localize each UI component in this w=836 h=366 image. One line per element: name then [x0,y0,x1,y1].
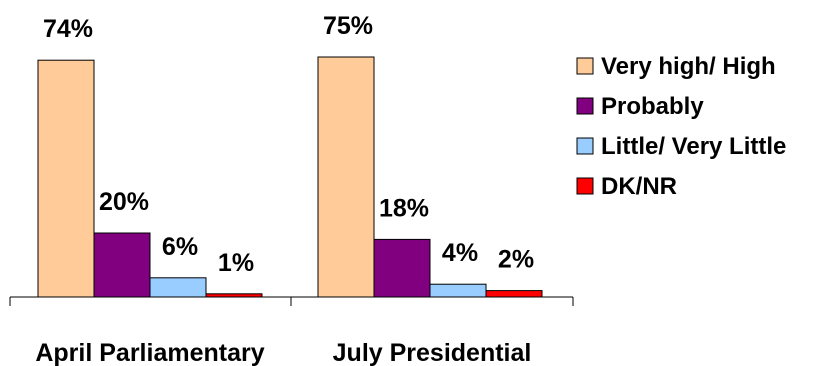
data-label-very-high-high-0: 74% [43,15,93,43]
legend-swatch-dk-nr [576,177,594,195]
data-labels: 74% 20% 6% 1% 75% 18% 4% 2% [43,12,534,277]
data-label-very-high-high-1: 75% [323,12,373,40]
data-label-dk-nr-0: 1% [218,249,254,277]
bar-little-very-little-1 [429,283,487,298]
bar-probably-1 [373,238,431,298]
bar-very-high-high-0 [37,59,95,298]
legend-label-dk-nr: DK/NR [601,173,677,200]
bar-very-high-high-1 [317,56,375,298]
data-label-little-very-little-1: 4% [442,239,478,267]
legend-swatch-probably [576,97,594,115]
data-label-little-very-little-0: 6% [162,233,198,261]
legend-label-probably: Probably [601,93,704,120]
legend-swatch-little-very-little [576,137,594,155]
legend: Very high/ High Probably Little/ Very Litt… [576,53,786,200]
bars-group [37,56,543,298]
legend-swatch-very-high-high [576,57,594,75]
bar-probably-0 [93,232,151,298]
category-labels: April Parliamentary July Presidential [35,339,531,366]
category-label-0: April Parliamentary [35,339,264,366]
legend-label-little-very-little: Little/ Very Little [601,133,786,160]
bar-dk-nr-1 [485,290,543,298]
data-label-dk-nr-1: 2% [498,246,534,274]
legend-label-very-high-high: Very high/ High [601,53,776,80]
category-label-1: July Presidential [333,339,532,366]
data-label-probably-1: 18% [379,194,429,222]
data-label-probably-0: 20% [99,188,149,216]
x-axis [9,296,574,306]
bar-little-very-little-0 [149,277,207,298]
